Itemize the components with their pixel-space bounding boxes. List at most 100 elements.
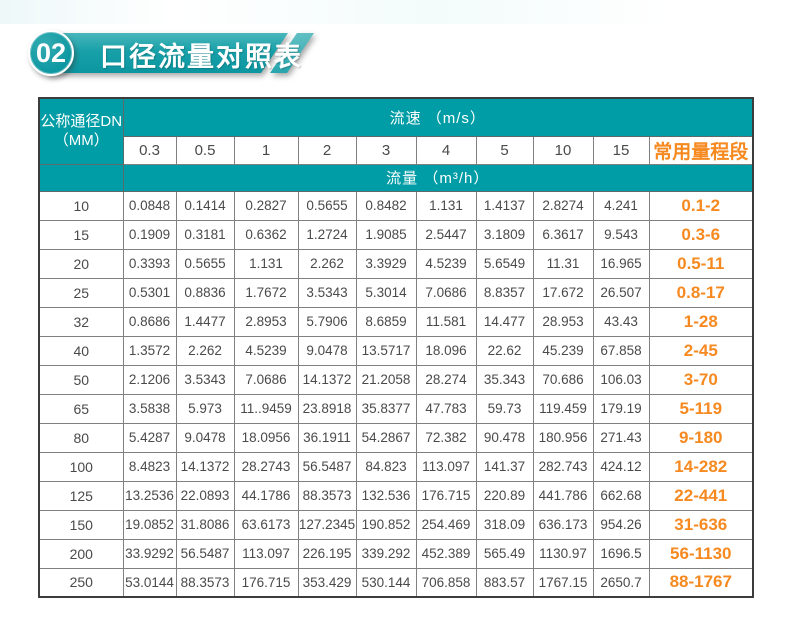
range-cell: 5-119: [648, 393, 754, 424]
section-title: 口径流量对照表: [100, 41, 303, 72]
flow-value-cell: 11.31: [532, 248, 594, 279]
flow-value-cell: 2.262: [175, 335, 235, 366]
flow-value-cell: 0.8482: [355, 190, 417, 221]
flow-value-cell: 54.2867: [355, 422, 417, 453]
range-cell: 9-180: [648, 422, 754, 453]
table-row: 100 8.4823 14.1372 28.2743 56.5487 84.823 113.…: [38, 451, 754, 482]
flow-value-cell: 21.2058: [355, 364, 417, 395]
header-row-flow-group: 流量 （m³/h）: [38, 163, 754, 192]
table-row: 40 1.3572 2.262 4.5239 9.0478 13.5717 18.096 22…: [38, 335, 754, 366]
flow-value-cell: 0.3393: [122, 248, 177, 279]
flow-value-cell: 3.1809: [475, 219, 534, 250]
flow-value-cell: 1.9085: [355, 219, 417, 250]
flow-group-header: 流量 （m³/h）: [122, 163, 754, 192]
flow-value-cell: 35.343: [475, 364, 534, 395]
table-row: 65 3.5838 5.973 11..9459 23.8918 35.8377 47.78…: [38, 393, 754, 424]
range-cell: 31-636: [648, 509, 754, 540]
flow-value-cell: 45.239: [532, 335, 594, 366]
dn-cell: 40: [38, 335, 124, 366]
table-row: 50 2.1206 3.5343 7.0686 14.1372 21.2058 28.274…: [38, 364, 754, 395]
flow-value-cell: 2.1206: [122, 364, 177, 395]
flow-value-cell: 56.5487: [175, 538, 235, 569]
flow-value-cell: 11..9459: [233, 393, 299, 424]
range-cell: 56-1130: [648, 538, 754, 569]
flow-value-cell: 26.507: [592, 277, 650, 308]
flow-value-cell: 1.2724: [297, 219, 357, 250]
flow-value-cell: 119.459: [532, 393, 594, 424]
flow-value-cell: 0.6362: [233, 219, 299, 250]
flow-value-cell: 5.973: [175, 393, 235, 424]
flow-value-cell: 176.715: [233, 567, 299, 598]
flow-value-cell: 5.3014: [355, 277, 417, 308]
flow-value-cell: 18.096: [415, 335, 477, 366]
flow-value-cell: 318.09: [475, 509, 534, 540]
flow-value-cell: 424.12: [592, 451, 650, 482]
flow-value-cell: 43.43: [592, 306, 650, 337]
flow-value-cell: 1.131: [415, 190, 477, 221]
table-row: 25 0.5301 0.8836 1.7672 3.5343 5.3014 7.0686 8.…: [38, 277, 754, 308]
corner-empty-cell: [38, 163, 124, 192]
flow-value-cell: 339.292: [355, 538, 417, 569]
flow-value-cell: 17.672: [532, 277, 594, 308]
flow-value-cell: 180.956: [532, 422, 594, 453]
range-cell: 1-28: [648, 306, 754, 337]
flow-value-cell: 190.852: [355, 509, 417, 540]
velocity-col-header: 15: [592, 135, 650, 165]
flow-value-cell: 11.581: [415, 306, 477, 337]
corner-header-line2: （MM）: [53, 132, 109, 150]
velocity-col-header: 2: [297, 135, 357, 165]
table-row: 15 0.1909 0.3181 0.6362 1.2724 1.9085 2.5447 3.…: [38, 219, 754, 250]
table-row: 200 33.9292 56.5487 113.097 226.195 339.292 45…: [38, 538, 754, 569]
flow-value-cell: 9.543: [592, 219, 650, 250]
flow-value-cell: 90.478: [475, 422, 534, 453]
flow-value-cell: 3.5343: [297, 277, 357, 308]
flow-value-cell: 4.241: [592, 190, 650, 221]
range-cell: 0.3-6: [648, 219, 754, 250]
flow-value-cell: 23.8918: [297, 393, 357, 424]
flow-value-cell: 2.262: [297, 248, 357, 279]
flow-value-cell: 883.57: [475, 567, 534, 598]
flow-value-cell: 88.3573: [175, 567, 235, 598]
flow-value-cell: 7.0686: [233, 364, 299, 395]
dn-cell: 150: [38, 509, 124, 540]
flow-table-container: 公称通径DN （MM） 流速 （m/s） 0.3 0.5 1 2 3 4 5 10 15 常用量程…: [38, 97, 755, 598]
range-cell: 22-441: [648, 480, 754, 511]
dn-cell: 250: [38, 567, 124, 598]
flow-value-cell: 28.2743: [233, 451, 299, 482]
flow-value-cell: 530.144: [355, 567, 417, 598]
dn-cell: 80: [38, 422, 124, 453]
flow-value-cell: 7.0686: [415, 277, 477, 308]
flow-value-cell: 4.5239: [233, 335, 299, 366]
flow-value-cell: 0.5301: [122, 277, 177, 308]
range-cell: 0.8-17: [648, 277, 754, 308]
flow-value-cell: 271.43: [592, 422, 650, 453]
flow-value-cell: 1.3572: [122, 335, 177, 366]
velocity-group-header: 流速 （m/s）: [122, 97, 754, 137]
dn-cell: 10: [38, 190, 124, 221]
flow-value-cell: 141.37: [475, 451, 534, 482]
velocity-col-header: 0.3: [122, 135, 177, 165]
dn-cell: 100: [38, 451, 124, 482]
section-banner: 02 口径流量对照表: [28, 30, 328, 76]
flow-value-cell: 127.2345: [297, 509, 357, 540]
range-cell: 14-282: [648, 451, 754, 482]
flow-value-cell: 13.2536: [122, 480, 177, 511]
flow-value-cell: 1.4137: [475, 190, 534, 221]
table-row: 250 53.0144 88.3573 176.715 353.429 530.144 70…: [38, 567, 754, 598]
flow-value-cell: 22.0893: [175, 480, 235, 511]
flow-value-cell: 5.7906: [297, 306, 357, 337]
flow-value-cell: 84.823: [355, 451, 417, 482]
velocity-col-header: 10: [532, 135, 594, 165]
flow-value-cell: 0.5655: [297, 190, 357, 221]
flow-value-cell: 176.715: [415, 480, 477, 511]
dn-cell: 65: [38, 393, 124, 424]
velocity-col-header: 0.5: [175, 135, 235, 165]
flow-value-cell: 0.5655: [175, 248, 235, 279]
flow-value-cell: 452.389: [415, 538, 477, 569]
table-row: 125 13.2536 22.0893 44.1786 88.3573 132.536 17…: [38, 480, 754, 511]
flow-table: 公称通径DN （MM） 流速 （m/s） 0.3 0.5 1 2 3 4 5 10 15 常用量程…: [38, 97, 755, 598]
flow-value-cell: 1.131: [233, 248, 299, 279]
flow-value-cell: 2.8274: [532, 190, 594, 221]
flow-value-cell: 53.0144: [122, 567, 177, 598]
flow-value-cell: 14.477: [475, 306, 534, 337]
